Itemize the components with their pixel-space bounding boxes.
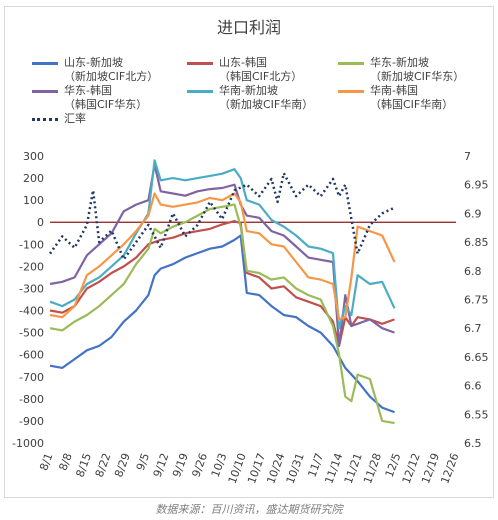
legend-label: 山东-韩国	[219, 56, 267, 69]
x-tick-label: 8/8	[57, 451, 75, 472]
x-tick-label: 11/7	[305, 451, 326, 479]
legend-swatch	[338, 90, 364, 93]
y-left-tick-label: -300	[19, 282, 44, 295]
y-left-tick-label: 0	[37, 216, 44, 229]
y-right-tick-label: 6.7	[464, 322, 482, 335]
y-left-tick-label: -800	[19, 393, 44, 406]
x-tick-label: 8/1	[37, 451, 55, 472]
legend-swatch	[32, 118, 58, 121]
legend-label: 华南-新加坡	[219, 84, 278, 97]
x-tick-label: 8/22	[93, 451, 114, 479]
x-tick-label: 9/5	[134, 451, 152, 472]
legend-label: 汇率	[64, 112, 86, 125]
x-tick-label: 12/5	[383, 451, 404, 479]
x-tick-label: 8/15	[73, 451, 94, 479]
y-right-tick-label: 6.9	[464, 207, 482, 220]
legend-swatch	[32, 62, 58, 65]
series-line-5	[49, 159, 396, 330]
y-right-tick-label: 6.95	[464, 179, 489, 192]
y-right-tick-label: 6.65	[464, 351, 489, 364]
legend-label: 山东-新加坡	[64, 56, 123, 69]
y-left-tick-label: -600	[19, 349, 44, 362]
x-tick-label: 9/26	[189, 451, 210, 479]
x-tick-label: 8/29	[112, 451, 133, 479]
series-line-1	[49, 234, 395, 414]
y-left-tick-label: -900	[19, 415, 44, 428]
chart-title: 进口利润	[216, 18, 281, 37]
chart-frame	[4, 6, 494, 498]
y-right-tick-label: 6.75	[464, 294, 489, 307]
y-left-tick-label: -1000	[12, 437, 44, 450]
legend-sublabel: （韩国CIF华南）	[370, 98, 454, 111]
legend-label: 华东-韩国	[64, 84, 112, 97]
x-tick-label: 10/3	[209, 451, 230, 479]
y-left-tick-label: -500	[19, 327, 44, 340]
legend-sublabel: （新加坡CIF华东）	[370, 70, 465, 83]
y-right-tick-label: 6.55	[464, 408, 489, 421]
y-right-tick-label: 7	[464, 150, 471, 163]
legend-sublabel: （新加坡CIF北方）	[64, 70, 159, 83]
legend-label: 华南-韩国	[370, 84, 418, 97]
series-line-3	[49, 203, 395, 425]
legend-swatch	[187, 62, 213, 65]
y-left-tick-label: 100	[23, 194, 44, 207]
x-tick-label: 9/12	[151, 451, 172, 479]
legend-swatch	[32, 90, 58, 93]
legend-swatch	[187, 90, 213, 93]
legend-sublabel: （韩国CIF华东）	[64, 98, 148, 111]
x-tick-label: 9/19	[170, 451, 191, 479]
y-left-tick-label: -200	[19, 260, 44, 273]
series-line-2	[49, 220, 395, 347]
y-left-tick-label: -400	[19, 305, 44, 318]
y-right-tick-label: 6.85	[464, 236, 489, 249]
y-right-tick-label: 6.8	[464, 265, 482, 278]
legend: 山东-新加坡 （新加坡CIF北方） 山东-韩国 （韩国CIF北方） 华东-新加坡 （新加坡…	[0, 0, 498, 130]
source-note: 数据来源：百川资讯，盛达期货研究院	[155, 503, 343, 516]
y-right-tick-label: 6.6	[464, 380, 482, 393]
legend-swatch	[338, 62, 364, 65]
legend-sublabel: （韩国CIF北方）	[219, 70, 303, 83]
series-line-6	[49, 192, 396, 321]
y-left-tick-label: -700	[19, 371, 44, 384]
legend-sublabel: （新加坡CIF华南）	[219, 98, 314, 111]
series-line-7	[48, 171, 396, 261]
y-left-tick-label: -100	[19, 238, 44, 251]
y-right-tick-label: 6.5	[464, 437, 482, 450]
y-left-tick-label: 300	[23, 150, 44, 163]
legend-label: 华东-新加坡	[370, 56, 429, 69]
y-left-tick-label: 200	[23, 172, 44, 185]
